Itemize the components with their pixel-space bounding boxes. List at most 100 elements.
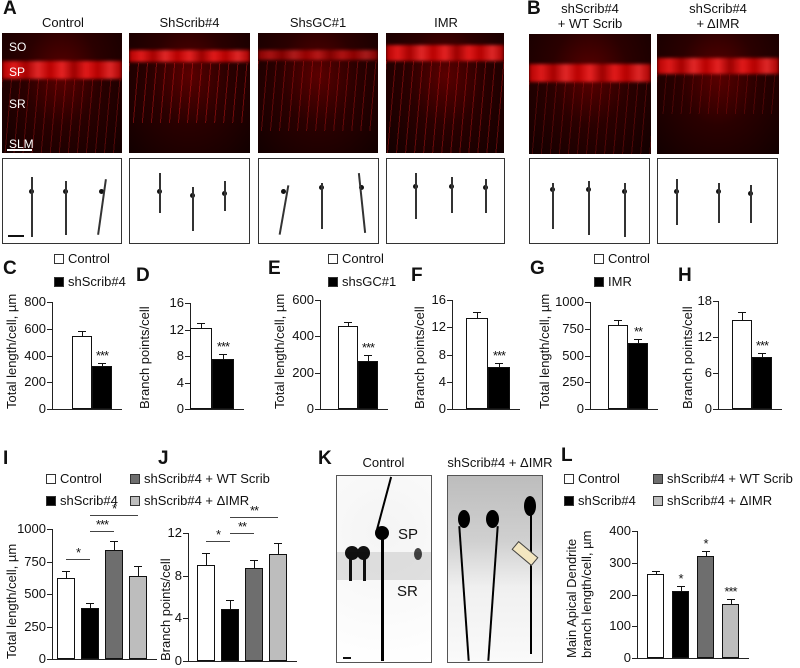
panel-label-a: A xyxy=(3,0,17,19)
micrograph-dimr xyxy=(447,475,543,663)
bar xyxy=(697,556,714,658)
legend-label: shScrib#4 + WT Scrib xyxy=(667,471,793,486)
y-tick xyxy=(632,626,637,628)
arrow-icon xyxy=(511,540,539,567)
y-tick xyxy=(315,336,320,338)
bar xyxy=(129,575,147,659)
y-tick-label: 500 xyxy=(562,347,584,363)
panel-label-h: H xyxy=(678,265,692,286)
y-tick-label: 500 xyxy=(24,586,46,601)
y-tick xyxy=(447,300,452,301)
error-cap xyxy=(219,354,227,355)
y-tick xyxy=(447,381,452,383)
y-tick-label: 12 xyxy=(697,329,712,344)
y-tick xyxy=(585,409,590,410)
y-axis xyxy=(52,302,53,409)
legend-label: shsGC#1 xyxy=(342,274,397,289)
y-tick xyxy=(47,529,52,530)
error-cap xyxy=(197,322,205,324)
legend-swatch xyxy=(54,253,64,264)
y-tick-label: 12 xyxy=(167,525,182,540)
comparison-marker: * xyxy=(75,545,81,561)
error-cap xyxy=(110,540,118,542)
y-tick-label: 0 xyxy=(38,651,46,666)
y-axis-label: Branch points/cell xyxy=(680,306,695,409)
y-tick xyxy=(713,301,718,302)
error-cap xyxy=(344,321,352,323)
error-bar xyxy=(655,570,657,574)
y-tick-label: 250 xyxy=(24,618,46,634)
legend-item-shscrib4: shScrib#4 xyxy=(54,274,126,289)
bar xyxy=(57,578,75,659)
y-tick-label: 100 xyxy=(609,618,631,634)
x-axis xyxy=(52,659,157,660)
error-bar xyxy=(680,585,682,592)
y-tick xyxy=(185,356,190,357)
error-cap xyxy=(634,339,642,341)
bar xyxy=(628,343,648,409)
bar xyxy=(488,366,510,409)
x-axis xyxy=(637,658,749,659)
y-tick-label: 4 xyxy=(174,610,182,626)
significance-marker: *** xyxy=(216,339,230,354)
panel-label-k: K xyxy=(318,448,332,469)
bar xyxy=(245,568,263,661)
bar xyxy=(672,591,689,658)
error-cap xyxy=(202,553,210,555)
legend-swatch xyxy=(46,495,56,506)
error-bar xyxy=(201,322,202,329)
panel-a-title-shsgc1: ShsGC#1 xyxy=(289,15,347,30)
error-cap xyxy=(676,585,685,587)
y-axis-label: Branch points/cell xyxy=(137,306,152,409)
y-axis-label: Total length/cell, µm xyxy=(537,293,552,409)
panel-label-g: G xyxy=(530,258,545,279)
y-tick xyxy=(713,337,718,338)
legend-item-wt-scrib: shScrib#4 + WT Scrib xyxy=(653,471,793,486)
error-cap xyxy=(78,331,86,333)
error-cap xyxy=(250,559,258,561)
y-tick xyxy=(315,372,320,374)
bar xyxy=(269,554,287,661)
y-tick-label: 200 xyxy=(609,586,631,602)
significance-marker: *** xyxy=(755,338,769,354)
legend-swatch xyxy=(54,276,64,287)
stain-image-shscrib4 xyxy=(129,33,250,153)
bar xyxy=(732,320,752,409)
comparison-line xyxy=(90,530,114,532)
y-tick-label: 750 xyxy=(562,320,584,336)
legend-label: IMR xyxy=(608,274,632,289)
legend-item-control: Control xyxy=(594,251,650,266)
stain-image-dimr xyxy=(657,34,779,154)
panel-label-l: L xyxy=(561,445,573,466)
error-bar xyxy=(138,566,139,576)
x-axis xyxy=(320,409,388,410)
y-tick-label: 800 xyxy=(24,294,46,309)
y-tick xyxy=(713,409,718,410)
tracing-box-dimr xyxy=(657,158,778,244)
y-tick xyxy=(585,302,590,303)
tracing-box-wt-scrib xyxy=(529,158,650,244)
tracing-box-control xyxy=(2,158,122,244)
y-tick xyxy=(185,303,190,304)
y-axis-label: Main Apical Dendrite xyxy=(564,538,579,658)
legend-swatch xyxy=(564,473,574,484)
y-tick xyxy=(632,594,637,596)
error-bar xyxy=(705,551,707,557)
error-bar xyxy=(223,354,224,359)
y-tick-label: 0 xyxy=(576,401,584,416)
panel-a-title-control: Control xyxy=(42,15,84,30)
y-axis xyxy=(52,529,53,659)
y-tick-label: 600 xyxy=(292,292,314,307)
panel-b-title-wt-scrib: shScrib#4 + WT Scrib xyxy=(529,1,651,31)
bar xyxy=(608,325,628,409)
layer-label-sr: SR xyxy=(9,97,26,111)
layer-label-so: SO xyxy=(9,40,27,54)
bar xyxy=(92,366,112,409)
significance-marker: *** xyxy=(724,584,737,600)
error-cap xyxy=(614,320,622,322)
error-cap xyxy=(651,570,660,572)
error-bar xyxy=(114,540,115,550)
y-tick xyxy=(47,328,52,330)
tracing-box-imr xyxy=(386,158,505,244)
y-axis xyxy=(452,300,453,409)
